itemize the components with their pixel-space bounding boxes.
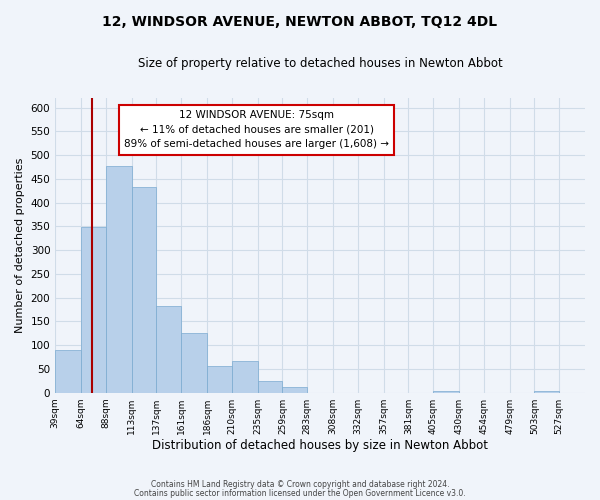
Bar [131,187,157,392]
Bar [106,166,131,392]
Bar [283,387,307,392]
Y-axis label: Number of detached properties: Number of detached properties [15,158,25,333]
Bar [207,366,232,392]
X-axis label: Distribution of detached houses by size in Newton Abbot: Distribution of detached houses by size … [152,440,488,452]
Bar [257,381,283,392]
Text: Contains public sector information licensed under the Open Government Licence v3: Contains public sector information licen… [134,488,466,498]
Bar [157,306,181,392]
Title: Size of property relative to detached houses in Newton Abbot: Size of property relative to detached ho… [138,58,502,70]
Bar [81,228,106,392]
Text: 12 WINDSOR AVENUE: 75sqm
← 11% of detached houses are smaller (201)
89% of semi-: 12 WINDSOR AVENUE: 75sqm ← 11% of detach… [124,110,389,150]
Text: 12, WINDSOR AVENUE, NEWTON ABBOT, TQ12 4DL: 12, WINDSOR AVENUE, NEWTON ABBOT, TQ12 4… [103,15,497,29]
Bar [232,361,257,392]
Bar [55,350,81,393]
Bar [181,333,207,392]
Text: Contains HM Land Registry data © Crown copyright and database right 2024.: Contains HM Land Registry data © Crown c… [151,480,449,489]
